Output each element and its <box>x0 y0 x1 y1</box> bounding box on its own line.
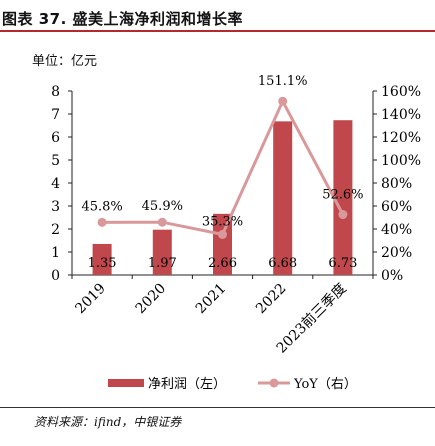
right-tick-label: 80% <box>381 176 412 192</box>
left-tick-label: 8 <box>51 84 60 100</box>
left-tick-label: 5 <box>51 153 60 169</box>
bar-2019 <box>92 243 112 275</box>
yoy-value-label: 45.9% <box>142 199 183 214</box>
left-tick-label: 4 <box>51 176 60 192</box>
unit-label: 单位：亿元 <box>32 54 98 69</box>
x-category-label: 2021 <box>193 281 230 318</box>
left-tick-label: 6 <box>51 130 60 146</box>
legend-bar-label: 净利润（左） <box>148 377 226 392</box>
legend-line-marker <box>269 378 279 388</box>
bar-value-label: 1.35 <box>88 256 117 271</box>
right-tick-label: 60% <box>381 199 412 215</box>
left-tick-label: 7 <box>51 107 60 123</box>
title-rule <box>0 30 435 32</box>
source-note: 资料来源：ifind，中银证券 <box>34 415 182 429</box>
right-tick-label: 140% <box>381 107 421 123</box>
left-tick-label: 2 <box>51 222 60 238</box>
bar-2022 <box>273 121 293 275</box>
chart-title: 图表 37. 盛美上海净利润和增长率 <box>2 10 244 28</box>
yoy-point-2021 <box>218 229 227 239</box>
bar-2021 <box>213 213 232 275</box>
bar-value-label: 1.97 <box>148 256 177 271</box>
source-rule <box>0 407 435 408</box>
x-category-label: 2020 <box>133 281 170 318</box>
left-tick-label: 1 <box>51 245 60 261</box>
yoy-value-label: 35.3% <box>202 214 243 229</box>
right-tick-label: 20% <box>381 245 412 261</box>
legend-bar-swatch <box>108 379 144 387</box>
left-tick-label: 0 <box>51 268 60 284</box>
yoy-point-2020 <box>157 217 167 227</box>
yoy-point-2023前三季度 <box>338 210 348 220</box>
yoy-value-label: 52.6% <box>322 188 363 203</box>
right-tick-label: 100% <box>381 153 421 169</box>
x-category-label: 2019 <box>72 281 109 318</box>
left-tick-label: 3 <box>51 199 60 215</box>
bar-2020 <box>152 229 172 275</box>
right-tick-label: 0% <box>381 268 403 284</box>
right-tick-label: 160% <box>381 84 421 100</box>
bar-value-label: 6.68 <box>268 256 297 271</box>
bar-2023前三季度 <box>333 120 353 276</box>
yoy-point-2022 <box>278 96 288 106</box>
right-tick-label: 120% <box>381 130 421 146</box>
legend-line-label: YoY（右） <box>293 377 357 392</box>
bar-value-label: 2.66 <box>208 256 237 271</box>
yoy-point-2019 <box>97 217 107 227</box>
bar-value-label: 6.73 <box>328 256 357 271</box>
yoy-value-label: 45.8% <box>81 199 122 214</box>
yoy-value-label: 151.1% <box>258 74 308 89</box>
x-category-label: 2022 <box>253 281 290 318</box>
right-tick-label: 40% <box>381 222 412 238</box>
